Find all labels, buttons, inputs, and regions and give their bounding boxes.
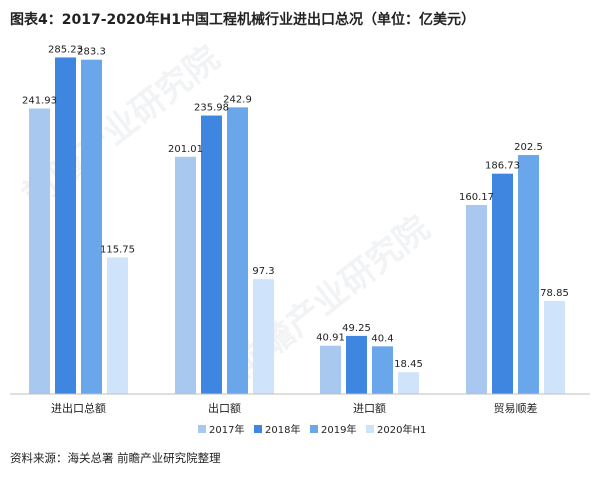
legend-item: 2020年H1 <box>366 423 426 436</box>
bar-value-label: 283.3 <box>77 47 106 58</box>
category-label: 进口额 <box>353 402 386 415</box>
bar-value-label: 40.91 <box>316 333 345 344</box>
category-label: 进出口总额 <box>51 401 106 415</box>
bar <box>81 59 102 395</box>
bar-value-label: 40.4 <box>371 333 393 344</box>
bar <box>544 300 565 394</box>
bar <box>492 173 513 394</box>
bar-value-label: 186.73 <box>485 161 520 172</box>
legend: 2017年 2018年 2019年 2020年H1 <box>198 423 426 436</box>
bar <box>175 156 196 394</box>
source-note: 资料来源：海关总署 前瞻产业研究院整理 <box>10 451 221 465</box>
legend-swatch <box>254 425 262 433</box>
bar-value-label: 115.75 <box>100 244 135 255</box>
bar-value-label: 235.98 <box>194 103 229 114</box>
bar <box>372 346 393 394</box>
bar-value-label: 201.01 <box>168 144 203 155</box>
legend-item: 2018年 <box>254 423 300 436</box>
legend-label: 2018年 <box>265 423 300 436</box>
bar <box>346 335 367 394</box>
legend-label: 2017年 <box>209 423 244 436</box>
bar <box>320 345 341 394</box>
bar-value-label: 202.5 <box>514 142 543 153</box>
legend-item: 2019年 <box>310 423 356 436</box>
bar-value-label: 242.9 <box>223 94 252 105</box>
chart-title: 图表4：2017-2020年H1中国工程机械行业进出口总况（单位：亿美元） <box>10 12 475 28</box>
bar-value-label: 78.85 <box>540 288 569 299</box>
bar-value-label: 49.25 <box>342 323 371 334</box>
legend-label: 2020年H1 <box>377 423 426 436</box>
legend-swatch <box>198 425 206 433</box>
legend-swatch <box>310 425 318 433</box>
bar-value-label: 285.23 <box>48 44 83 55</box>
category-label: 贸易顺差 <box>494 401 538 415</box>
bar <box>29 108 50 395</box>
bar <box>518 155 539 394</box>
bar-value-label: 97.3 <box>252 266 274 277</box>
legend-item: 2017年 <box>198 423 244 436</box>
legend-label: 2019年 <box>321 423 356 436</box>
bar <box>201 115 222 394</box>
bar <box>466 204 487 394</box>
bar <box>398 372 419 394</box>
bar <box>55 57 76 395</box>
bar <box>253 279 274 394</box>
bar <box>107 257 128 394</box>
bar <box>227 107 248 395</box>
legend-swatch <box>366 425 374 433</box>
bar-value-label: 160.17 <box>459 192 494 203</box>
category-labels-layer: 进出口总额 出口额 进口额 贸易顺差 <box>51 401 538 415</box>
category-label: 出口额 <box>208 401 241 415</box>
bar-value-label: 18.45 <box>394 359 423 370</box>
bars-layer <box>29 57 565 395</box>
bar-value-label: 241.93 <box>22 96 57 107</box>
